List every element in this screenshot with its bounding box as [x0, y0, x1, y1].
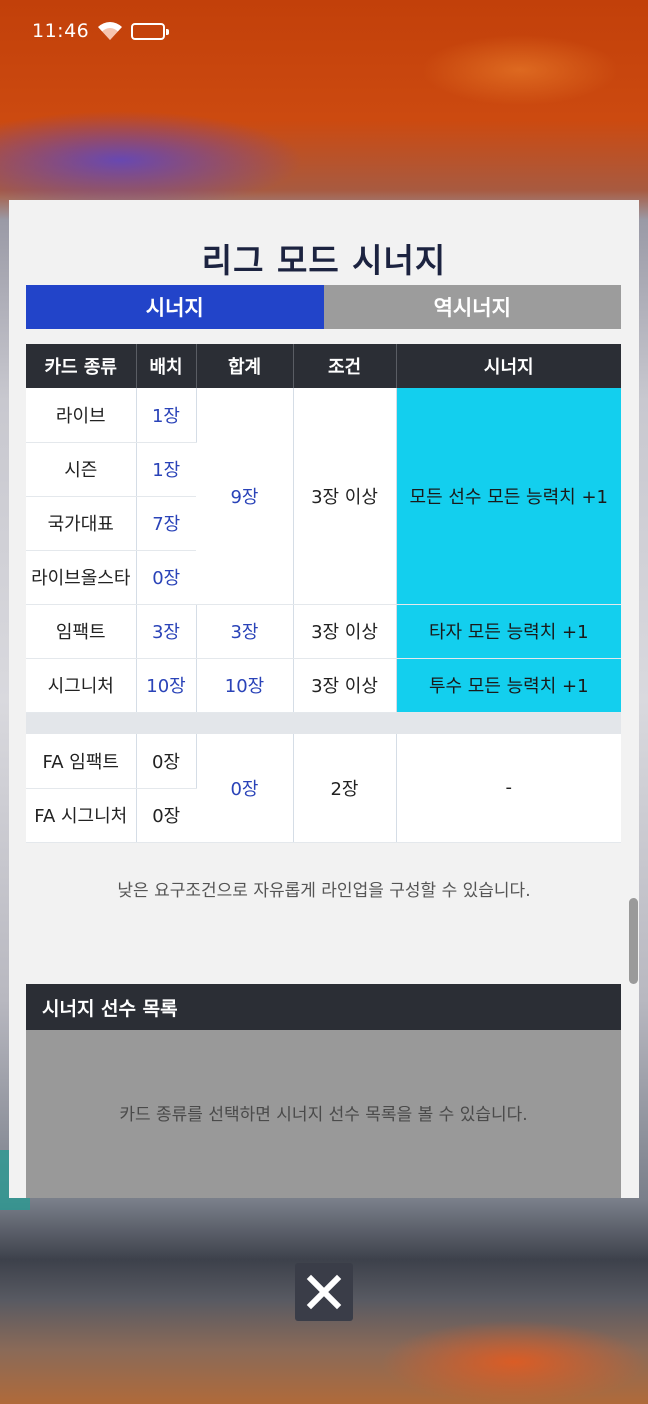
tab-synergy[interactable]: 시너지 [26, 285, 324, 329]
header-condition: 조건 [293, 344, 397, 388]
card-type-cell[interactable]: 라이브 [26, 388, 137, 443]
synergy-cell: - [396, 734, 621, 843]
header-total: 합계 [196, 344, 294, 388]
card-type-cell[interactable]: FA 임팩트 [26, 734, 137, 789]
table-row[interactable]: 라이브올스타 0장 [26, 550, 621, 605]
battery-icon [131, 22, 170, 40]
header-synergy: 시너지 [396, 344, 621, 388]
card-type-cell[interactable]: 임팩트 [26, 604, 137, 659]
player-list-empty: 카드 종류를 선택하면 시너지 선수 목록을 볼 수 있습니다. [26, 1030, 621, 1198]
table-row[interactable]: 국가대표 7장 [26, 496, 621, 551]
table-separator [26, 712, 621, 734]
card-type-cell[interactable]: 국가대표 [26, 496, 137, 551]
scrollbar[interactable] [629, 898, 638, 984]
tab-reverse-synergy[interactable]: 역시너지 [323, 285, 621, 329]
card-type-cell[interactable]: 시그니처 [26, 658, 137, 713]
synergy-modal: 리그 모드 시너지 시너지 역시너지 카드 종류 배치 합계 조건 시너지 라이… [9, 200, 639, 1198]
count-cell: 0장 [136, 550, 196, 605]
player-list-header: 시너지 선수 목록 [26, 984, 621, 1030]
table-row[interactable]: 시즌 1장 [26, 442, 621, 497]
synergy-cell: 투수 모든 능력치 +1 [396, 658, 621, 713]
synergy-cell: 타자 모든 능력치 +1 [396, 604, 621, 659]
header-placement: 배치 [136, 344, 197, 388]
condition-cell: 3장 이상 [293, 604, 397, 659]
total-cell: 9장 [196, 388, 294, 605]
status-time: 11:46 [32, 20, 90, 42]
table-row[interactable]: 시그니처 10장 10장 3장 이상 투수 모든 능력치 +1 [26, 658, 621, 713]
tab-bar: 시너지 역시너지 [26, 285, 621, 329]
card-type-cell[interactable]: FA 시그니처 [26, 788, 137, 843]
synergy-cell: 모든 선수 모든 능력치 +1 [396, 388, 621, 605]
table-row[interactable]: 임팩트 3장 3장 3장 이상 타자 모든 능력치 +1 [26, 604, 621, 659]
total-cell: 10장 [196, 658, 294, 713]
close-button[interactable] [295, 1263, 353, 1321]
card-type-cell[interactable]: 라이브올스타 [26, 550, 137, 605]
header-card-type: 카드 종류 [26, 344, 137, 388]
count-cell: 10장 [136, 658, 197, 713]
count-cell: 7장 [136, 496, 196, 551]
card-type-cell[interactable]: 시즌 [26, 442, 137, 497]
table-row[interactable]: 라이브 1장 9장 3장 이상 모든 선수 모든 능력치 +1 [26, 388, 621, 605]
modal-title: 리그 모드 시너지 [201, 241, 447, 280]
table-row[interactable]: FA 시그니처 0장 [26, 788, 621, 843]
info-note: 낮은 요구조건으로 자유롭게 라인업을 구성할 수 있습니다. [117, 881, 531, 901]
condition-cell: 2장 [293, 734, 397, 843]
count-cell: 0장 [136, 788, 196, 843]
condition-cell: 3장 이상 [293, 658, 397, 713]
count-cell: 1장 [136, 442, 196, 497]
table-header-row: 카드 종류 배치 합계 조건 시너지 [26, 344, 621, 388]
wifi-icon [97, 21, 123, 41]
count-cell: 1장 [136, 388, 197, 443]
player-list-empty-message: 카드 종류를 선택하면 시너지 선수 목록을 볼 수 있습니다. [119, 1104, 528, 1125]
total-cell: 0장 [196, 734, 294, 843]
total-cell: 3장 [196, 604, 294, 659]
close-icon [306, 1274, 342, 1310]
table-row[interactable]: FA 임팩트 0장 0장 2장 - [26, 734, 621, 843]
condition-cell: 3장 이상 [293, 388, 397, 605]
count-cell: 0장 [136, 734, 197, 789]
count-cell: 3장 [136, 604, 197, 659]
status-bar: 11:46 [32, 16, 170, 46]
synergy-table: 카드 종류 배치 합계 조건 시너지 라이브 1장 9장 3장 이상 모든 선수… [26, 344, 621, 843]
